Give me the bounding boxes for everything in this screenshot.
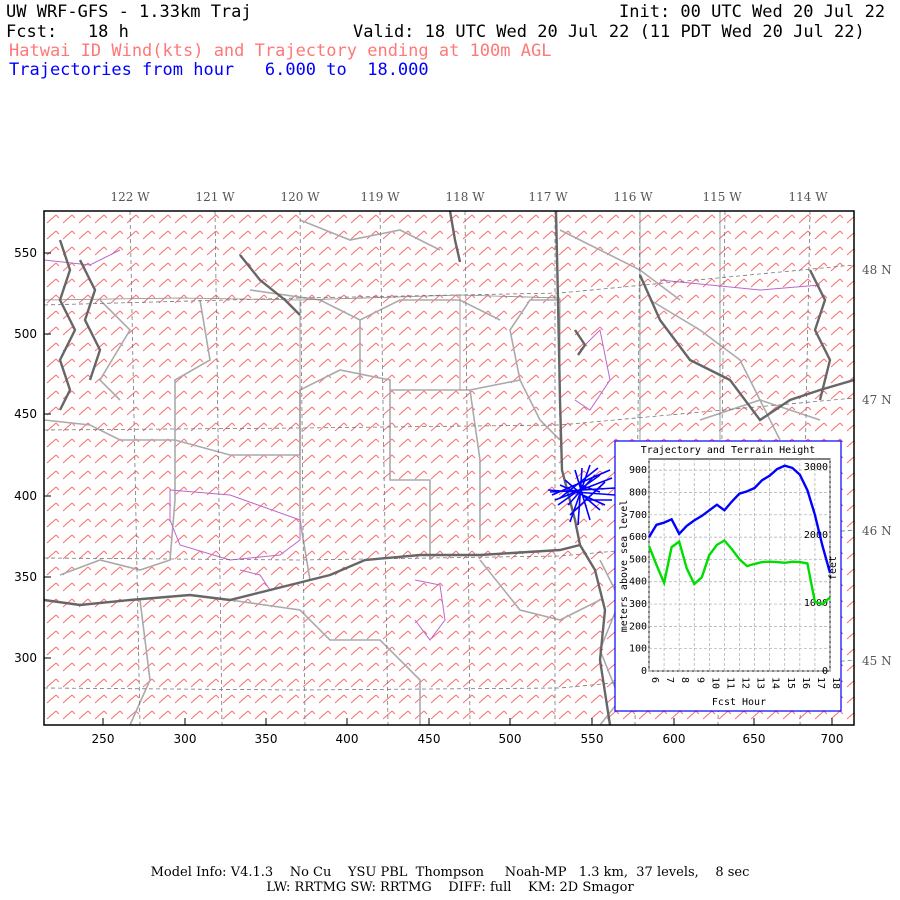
inset-ylabel-left: meters above sea level xyxy=(619,500,630,632)
inset-x-tick: 14 xyxy=(770,677,781,689)
y-tick-label: 300 xyxy=(14,651,37,665)
y-tick-label: 400 xyxy=(14,489,37,503)
state-borders xyxy=(44,211,854,725)
lon-label: 121 W xyxy=(195,190,235,204)
inset-x-tick: 18 xyxy=(830,677,841,689)
inset-left-tick: 300 xyxy=(629,599,647,610)
lon-label: 116 W xyxy=(613,190,653,204)
x-tick-label: 650 xyxy=(743,732,766,746)
model-info-line2: LW: RRTMG SW: RRTMG DIFF: full KM: 2D Sm… xyxy=(266,880,634,895)
y-tick-label: 550 xyxy=(14,246,37,260)
inset-right-ticks: 0 1000 2000 3000 xyxy=(804,462,828,677)
lat-label: 45 N xyxy=(862,654,892,668)
y-axis-ticks: 550 500 450 400 350 300 xyxy=(14,246,51,665)
lat-label: 46 N xyxy=(862,524,892,538)
inset-left-tick: 900 xyxy=(629,465,647,476)
inset-right-tick: 2000 xyxy=(804,530,828,541)
county-boundaries xyxy=(44,219,821,725)
inset-left-tick: 600 xyxy=(629,532,647,543)
trajectory-height-line xyxy=(647,464,832,574)
inset-right-tick: 0 xyxy=(822,666,828,677)
x-tick-label: 500 xyxy=(499,732,522,746)
longitude-labels: 122 W 121 W 120 W 119 W 118 W 117 W 116 W 115 W… xyxy=(110,190,828,204)
inset-right-tick: 3000 xyxy=(804,462,828,473)
lon-label: 118 W xyxy=(445,190,485,204)
inset-left-tick: 700 xyxy=(629,510,647,521)
lat-label: 47 N xyxy=(862,393,892,407)
map-frame xyxy=(43,210,855,726)
latitude-labels: 48 N 47 N 46 N 45 N xyxy=(862,263,892,668)
model-title: UW WRF-GFS - 1.33km Traj xyxy=(6,2,252,22)
inset-frame xyxy=(614,440,842,712)
valid-time: Valid: 18 UTC Wed 20 Jul 22 (11 PDT Wed … xyxy=(353,22,865,42)
rivers xyxy=(58,211,832,411)
inset-x-tick: 12 xyxy=(740,677,751,689)
inset-right-tick: 1000 xyxy=(804,598,828,609)
inset-x-tick: 13 xyxy=(755,677,766,689)
model-info-line1: Model Info: V4.1.3 No Cu YSU PBL Thompso… xyxy=(150,865,750,880)
inset-left-tick: 800 xyxy=(629,487,647,498)
x-tick-label: 400 xyxy=(336,732,359,746)
y-tick-label: 450 xyxy=(14,407,37,421)
lon-label: 115 W xyxy=(702,190,742,204)
x-tick-label: 550 xyxy=(581,732,604,746)
trajectory-cluster xyxy=(547,464,616,526)
inset-x-tick: 6 xyxy=(649,677,660,683)
x-axis-ticks: 250 300 350 400 450 500 550 600 650 700 xyxy=(92,718,844,746)
inset-x-tick: 17 xyxy=(815,677,826,689)
watershed-lines xyxy=(44,249,821,641)
inset-left-tick: 200 xyxy=(629,621,647,632)
latlon-grid xyxy=(44,211,854,725)
x-tick-label: 600 xyxy=(663,732,686,746)
init-time: Init: 00 UTC Wed 20 Jul 22 xyxy=(619,2,886,22)
lat-label: 48 N xyxy=(862,263,892,277)
terrain-height-line xyxy=(647,538,831,606)
lon-label: 122 W xyxy=(110,190,150,204)
lon-label: 114 W xyxy=(788,190,828,204)
x-tick-label: 250 xyxy=(92,732,115,746)
x-tick-label: 300 xyxy=(174,732,197,746)
x-tick-label: 700 xyxy=(821,732,844,746)
x-tick-label: 450 xyxy=(418,732,441,746)
inset-x-tick: 11 xyxy=(724,677,735,689)
y-tick-label: 350 xyxy=(14,570,37,584)
inset-left-tick: 500 xyxy=(629,554,647,565)
inset-xlabel: Fcst Hour xyxy=(712,697,766,708)
lon-label: 120 W xyxy=(280,190,320,204)
inset-x-ticks: 6 7 8 9 10 11 12 13 14 15 16 17 18 xyxy=(649,677,841,689)
inset-left-tick: 100 xyxy=(629,644,647,655)
inset-x-tick: 15 xyxy=(785,677,796,689)
inset-x-tick: 10 xyxy=(709,677,720,689)
lon-label: 119 W xyxy=(360,190,400,204)
inset-x-tick: 7 xyxy=(664,677,675,683)
inset-series xyxy=(647,464,832,606)
lon-label: 117 W xyxy=(528,190,568,204)
inset-left-tick: 400 xyxy=(629,577,647,588)
inset-x-tick: 16 xyxy=(800,677,811,689)
trajectory-range: Trajectories from hour 6.000 to 18.000 xyxy=(9,60,429,80)
inset-title: Trajectory and Terrain Height xyxy=(641,445,816,456)
inset-left-tick: 0 xyxy=(641,666,647,677)
inset-chart: Trajectory and Terrain Height 0100200300… xyxy=(614,440,842,712)
forecast-hour: Fcst: 18 h xyxy=(6,22,129,42)
y-tick-label: 500 xyxy=(14,327,37,341)
product-title: Hatwai ID Wind(kts) and Trajectory endin… xyxy=(9,41,552,61)
inset-ylabel-right: feet xyxy=(828,556,839,580)
inset-x-tick: 8 xyxy=(679,677,690,683)
inset-x-tick: 9 xyxy=(694,677,705,683)
x-tick-label: 350 xyxy=(255,732,278,746)
inset-left-ticks: 0 100 200 300 400 500 600 700 800 900 xyxy=(629,465,647,677)
